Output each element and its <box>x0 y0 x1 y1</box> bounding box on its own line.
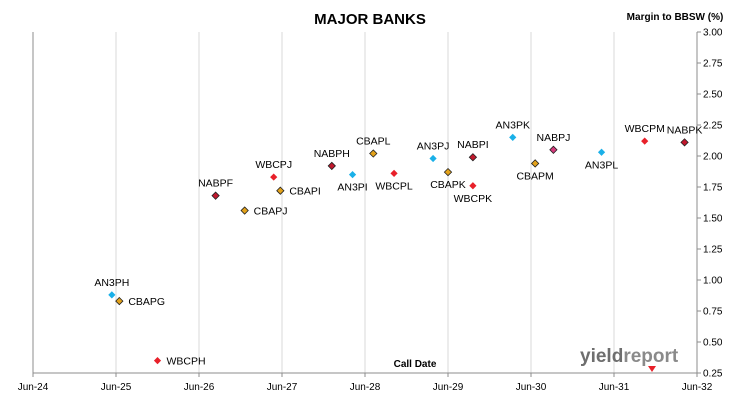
x-tick-label: Jun-29 <box>433 382 464 393</box>
y-tick-label: 0.75 <box>703 307 723 318</box>
point-marker-cbapk <box>443 167 453 177</box>
point-marker-cbapl <box>369 149 378 158</box>
point-marker-an3pk <box>509 133 517 141</box>
point-label-cbapi: CBAPI <box>289 186 321 198</box>
y-tick-label: 2.25 <box>703 121 723 132</box>
point-marker-wbcpl <box>390 169 398 177</box>
y-tick-label: 0.25 <box>703 369 723 380</box>
point-marker-an3pi <box>348 171 357 179</box>
point-marker-wbcph <box>153 357 162 365</box>
x-tick-label: Jun-31 <box>599 382 630 393</box>
x-tick-label: Jun-28 <box>350 382 381 393</box>
x-tick-label: Jun-26 <box>184 382 215 393</box>
yieldreport-logo: yieldreport <box>580 346 679 372</box>
y-tick-label: 2.50 <box>703 90 723 101</box>
grid-layer <box>115 32 615 373</box>
point-label-wbcpm: WBCPM <box>625 123 665 135</box>
point-label-cbapk: CBAPK <box>430 179 466 191</box>
point-marker-cbapi <box>276 186 285 195</box>
x-tick-label: Jun-24 <box>18 382 49 393</box>
point-marker-nabpf <box>211 191 220 200</box>
point-label-nabph: NABPH <box>314 148 350 160</box>
chart-title: MAJOR BANKS <box>314 11 426 28</box>
point-marker-an3pj <box>429 154 437 163</box>
point-label-an3pk: AN3PK <box>496 119 530 131</box>
point-marker-cbapj <box>240 206 249 215</box>
x-axis-title: Call Date <box>394 359 437 370</box>
point-label-nabpk: NABPK <box>667 124 703 136</box>
point-label-cbapl: CBAPL <box>356 136 391 148</box>
point-marker-nabpk <box>680 138 689 147</box>
points-layer: AN3PH CBAPG WBCPH NABPF CBAPJ WBCPJ CBAPI NABPH… <box>94 119 702 367</box>
point-label-an3pj: AN3PJ <box>417 140 450 152</box>
point-label-nabpj: NABPJ <box>536 132 570 144</box>
point-marker-cbapm <box>530 159 540 168</box>
point-marker-nabph <box>327 161 336 171</box>
logo-report-text: report <box>623 346 679 367</box>
point-marker-wbcpj <box>270 173 278 181</box>
point-marker-an3pl <box>597 148 606 156</box>
point-marker-wbcpk <box>469 182 477 190</box>
axis-layer: Jun-24 Jun-25 Jun-26 Jun-27 Jun-28 Jun-29 Jun-… <box>18 28 723 394</box>
x-tick-label: Jun-25 <box>101 382 132 393</box>
x-tick-label: Jun-27 <box>267 382 298 393</box>
point-label-wbcpl: WBCPL <box>375 180 413 192</box>
point-marker-nabpi <box>468 153 478 162</box>
point-label-cbapg: CBAPG <box>128 296 165 308</box>
point-label-wbcpk: WBCPK <box>454 193 493 205</box>
point-label-an3pl: AN3PL <box>585 159 618 171</box>
y-tick-label: 3.00 <box>703 28 723 39</box>
logo-triangle-icon <box>648 366 656 372</box>
x-tick-label: Jun-32 <box>682 382 713 393</box>
point-label-cbapj: CBAPJ <box>254 206 288 218</box>
point-marker-cbapg <box>115 296 124 306</box>
point-marker-an3ph <box>108 291 116 299</box>
point-label-wbcph: WBCPH <box>167 356 206 368</box>
svg-text:yieldreport: yieldreport <box>580 346 679 367</box>
point-label-wbcpj: WBCPJ <box>255 159 292 171</box>
point-marker-nabpj <box>549 145 558 154</box>
y-axis-title: Margin to BBSW (%) <box>627 12 724 23</box>
y-tick-label: 2.00 <box>703 152 723 163</box>
point-label-cbapm: CBAPM <box>516 170 553 182</box>
logo-yield-text: yield <box>580 346 623 367</box>
point-label-an3ph: AN3PH <box>94 277 129 289</box>
y-tick-label: 0.50 <box>703 338 723 349</box>
point-marker-wbcpm <box>641 137 649 145</box>
point-label-nabpf: NABPF <box>198 178 233 190</box>
point-label-an3pi: AN3PI <box>337 182 367 194</box>
y-tick-label: 1.25 <box>703 245 723 256</box>
point-label-nabpi: NABPI <box>457 139 489 151</box>
y-tick-label: 1.00 <box>703 276 723 287</box>
x-tick-label: Jun-30 <box>516 382 547 393</box>
y-tick-label: 1.50 <box>703 214 723 225</box>
y-tick-label: 2.75 <box>703 59 723 70</box>
y-tick-label: 1.75 <box>703 183 723 194</box>
